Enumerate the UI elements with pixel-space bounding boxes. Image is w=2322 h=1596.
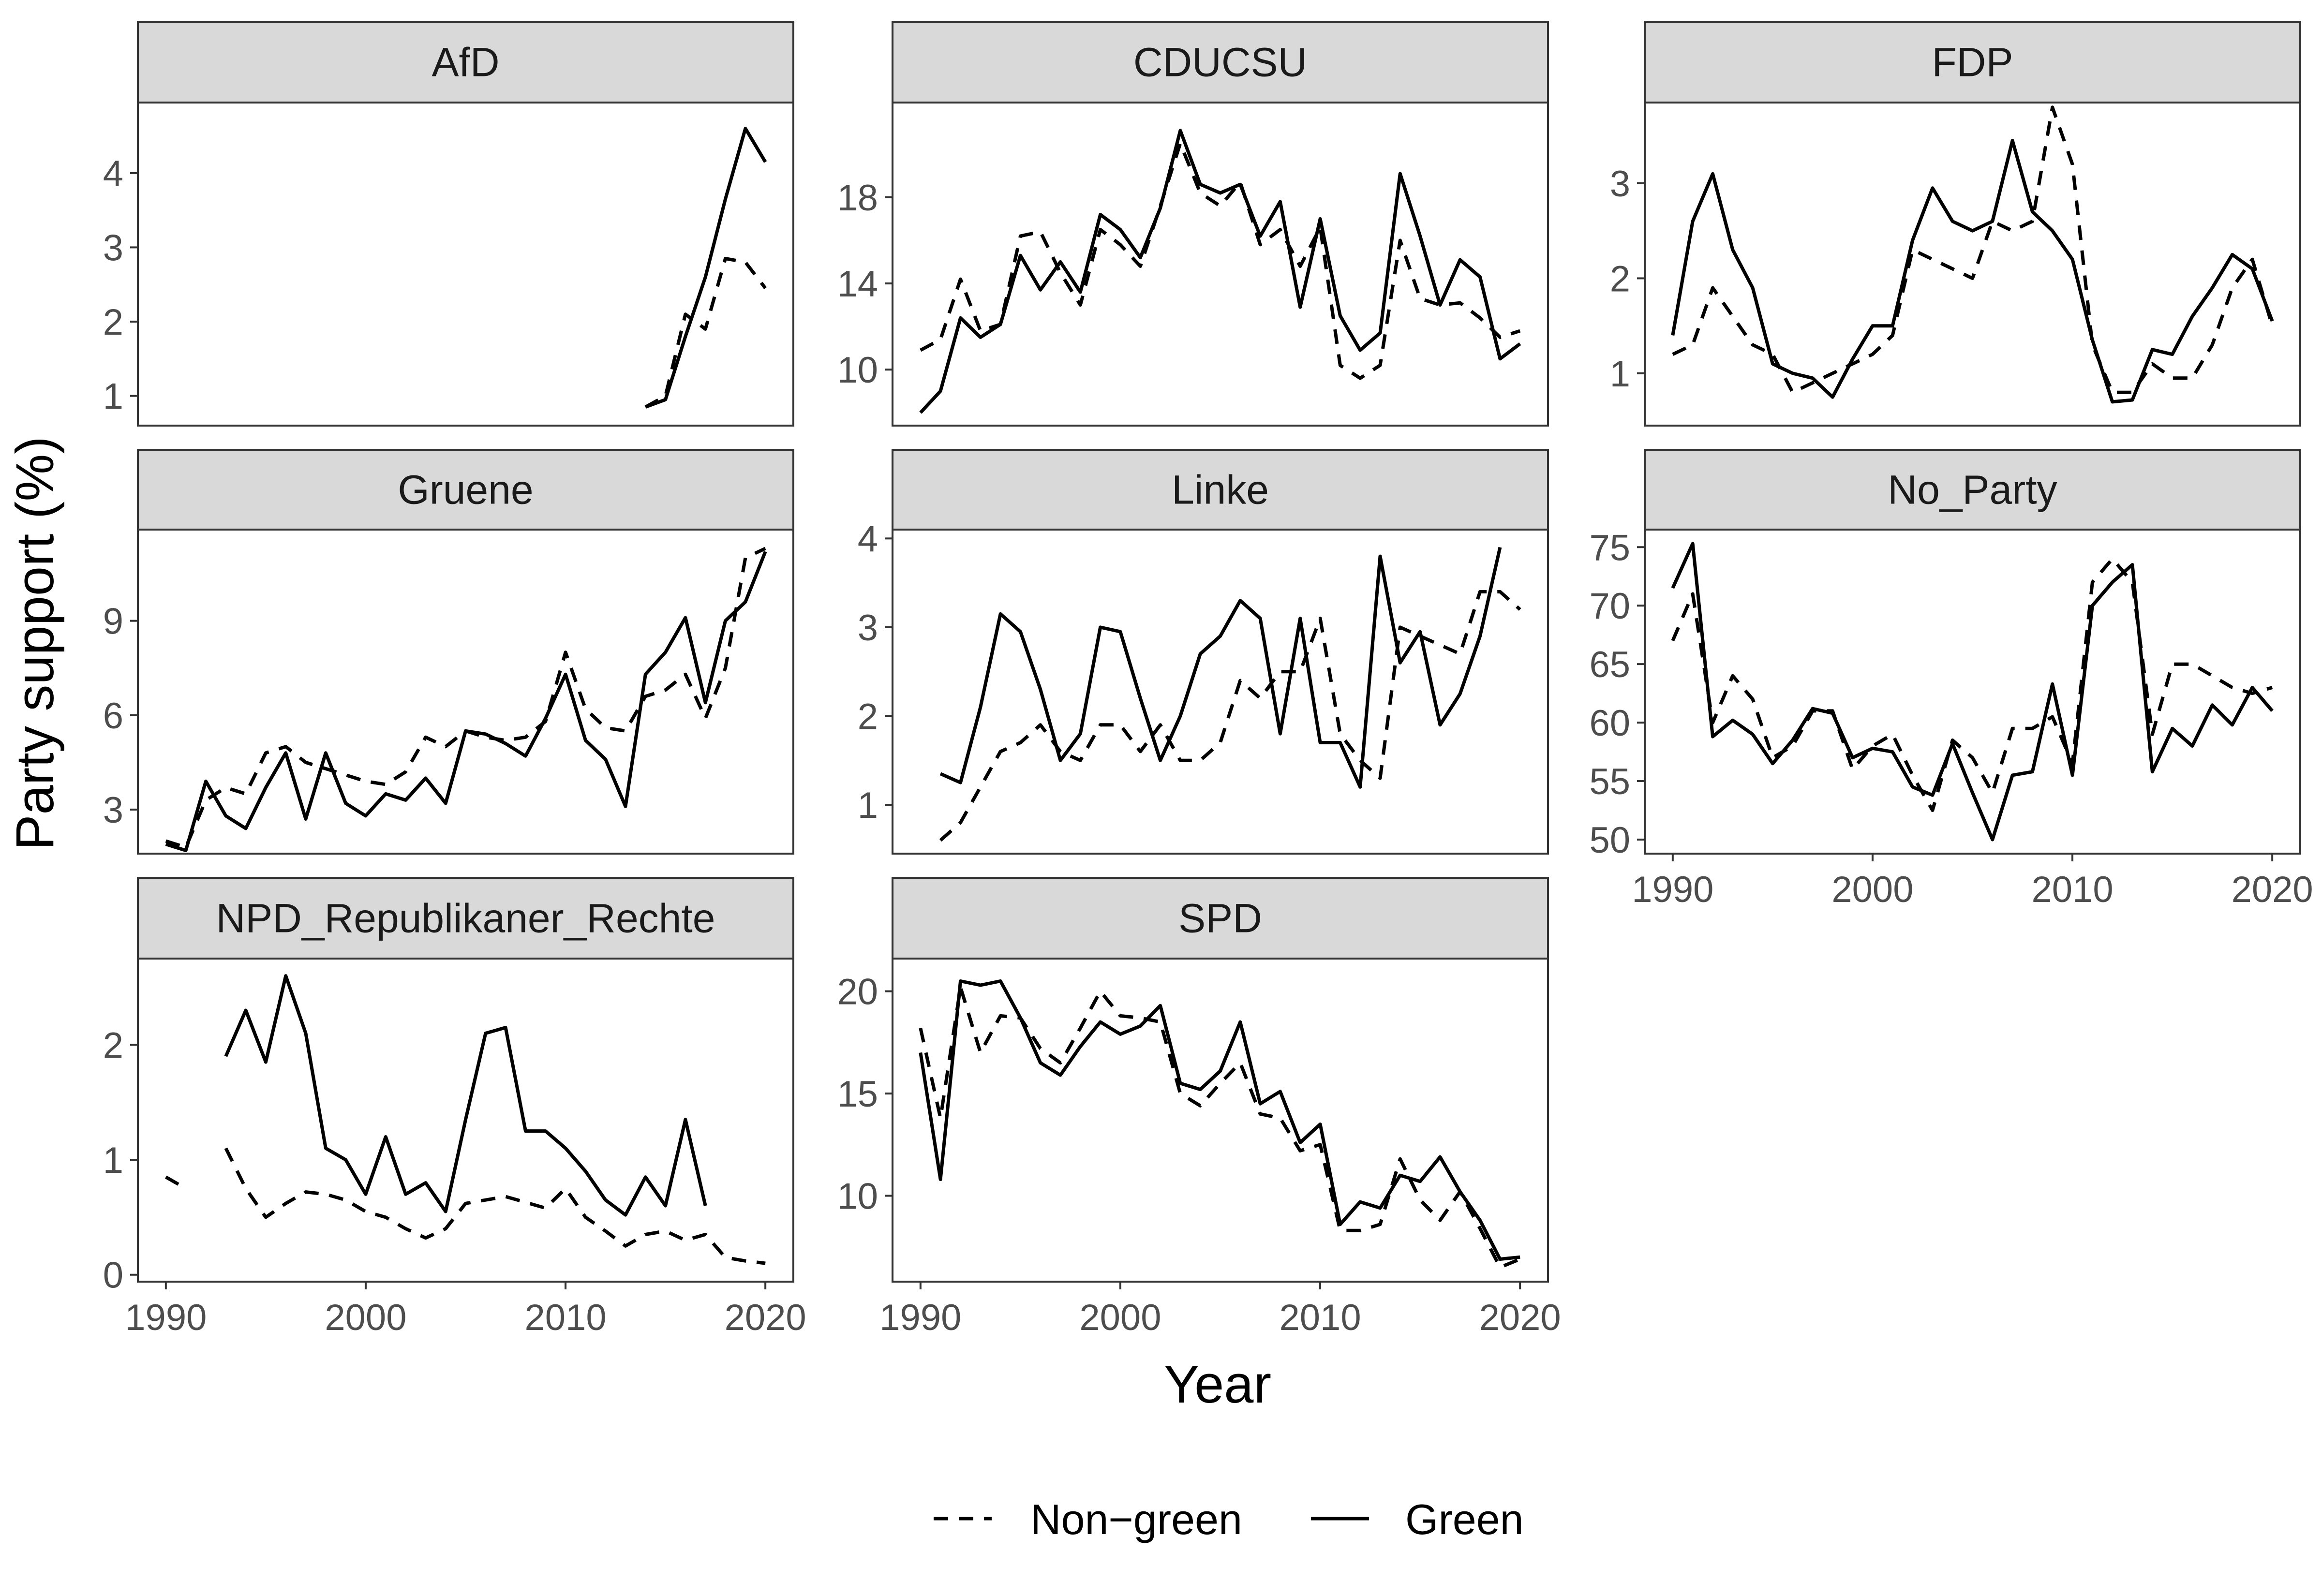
y-tick-label: 3: [858, 607, 878, 649]
panel-npd-republikaner-rechte: NPD_Republikaner_Rechte 0 1 2 1990 2000 2010 20…: [103, 877, 806, 1338]
legend-label-green: Green: [1405, 1495, 1524, 1543]
x-tick-label: 2010: [2032, 869, 2114, 910]
series-line-green: [224, 974, 707, 1217]
series-line-green: [939, 547, 1502, 789]
x-axis-title: Year: [1164, 1355, 1271, 1414]
y-tick-label: 14: [837, 264, 878, 305]
series-line-non-green: [939, 590, 1521, 842]
panel-frame: [1644, 102, 2301, 427]
y-tick-label: 0: [103, 1255, 123, 1296]
x-tick-label: 2000: [1079, 1297, 1161, 1338]
series-line-non-green: [1672, 105, 2274, 394]
panel-fdp: FDP 1 2 3: [1610, 21, 2301, 427]
x-tick-label: 2000: [1831, 869, 1913, 910]
y-tick-label: 6: [103, 695, 123, 737]
x-tick-label: 2000: [325, 1297, 406, 1338]
y-tick-label: 10: [837, 350, 878, 391]
series-line-non-green: [165, 1147, 766, 1265]
panel-strip: [137, 877, 794, 960]
panel-title: NPD_Republikaner_Rechte: [216, 896, 715, 941]
panel-strip: [137, 449, 794, 531]
series-line-green: [919, 979, 1520, 1261]
panel-gruene: Gruene 3 6 9: [103, 449, 794, 855]
panel-spd: SPD 10 15 20 1990 2000 2010 2020: [837, 877, 1561, 1338]
panel-title: Gruene: [398, 467, 533, 513]
x-tick-label: 1990: [879, 1297, 961, 1338]
x-tick-label: 1990: [125, 1297, 207, 1338]
y-tick-label: 2: [858, 696, 878, 737]
y-tick-label: 9: [103, 601, 123, 642]
x-tick-label: 2010: [525, 1297, 607, 1338]
x-tick-label: 2020: [1479, 1297, 1561, 1338]
series-line-green: [1671, 542, 2274, 842]
panel-frame: [137, 529, 794, 855]
y-tick-label: 3: [103, 227, 123, 268]
panel-frame: [892, 958, 1549, 1283]
series-line-non-green: [1671, 557, 2273, 812]
y-tick-label: 55: [1589, 761, 1630, 802]
panel-strip: [892, 449, 1549, 531]
series-line-non-green: [920, 142, 1521, 380]
y-tick-label: 10: [837, 1176, 878, 1217]
x-tick-label: 2010: [1280, 1297, 1361, 1338]
panel-frame: [892, 102, 1549, 427]
series-line-non-green: [644, 257, 767, 409]
y-tick-label: 20: [837, 972, 878, 1013]
panel-strip: [1644, 449, 2301, 531]
panel-no-party: No_Party 50 55 60 65 70 75 1990 2000 2010 2020: [1589, 449, 2313, 910]
panel-cducsu: CDUCSU 10 14 18: [837, 21, 1549, 427]
panel-frame: [892, 529, 1549, 855]
y-tick-label: 50: [1589, 820, 1630, 861]
panel-strip: [137, 21, 794, 103]
x-tick-label: 2020: [2232, 869, 2313, 910]
panel-frame: [137, 102, 794, 427]
x-tick-label: 2020: [725, 1297, 806, 1338]
y-tick-label: 1: [858, 785, 878, 826]
y-tick-label: 75: [1589, 527, 1630, 568]
series-line-green: [645, 127, 767, 409]
x-tick-label: 1990: [1632, 869, 1713, 910]
y-tick-label: 15: [837, 1074, 878, 1115]
y-tick-label: 2: [103, 1025, 123, 1066]
panel-title: No_Party: [1888, 467, 2057, 513]
y-axis-title: Party support (%): [5, 436, 65, 850]
y-tick-label: 3: [1610, 163, 1630, 205]
panel-strip: [892, 877, 1549, 960]
y-tick-label: 18: [837, 177, 878, 219]
y-tick-label: 60: [1589, 703, 1630, 744]
panel-title: Linke: [1172, 467, 1269, 513]
y-tick-label: 2: [1610, 258, 1630, 299]
panel-title: AfD: [432, 40, 499, 85]
series-line-green: [919, 129, 1521, 414]
panel-title: SPD: [1178, 896, 1262, 941]
y-tick-label: 1: [103, 1140, 123, 1181]
series-line-green: [165, 551, 767, 852]
y-tick-label: 4: [858, 518, 878, 560]
y-tick-label: 2: [103, 302, 123, 343]
panel-linke: Linke 1 2 3 4: [858, 449, 1549, 855]
y-tick-label: 1: [1610, 354, 1630, 395]
y-tick-label: 1: [103, 376, 123, 417]
y-tick-label: 70: [1589, 586, 1630, 627]
legend-label-non-green: Non−green: [1030, 1495, 1242, 1543]
panel-title: FDP: [1932, 40, 2013, 85]
y-tick-label: 65: [1589, 644, 1630, 685]
panel-title: CDUCSU: [1133, 40, 1307, 85]
series-line-green: [1671, 139, 2274, 404]
panel-strip: [1644, 21, 2301, 103]
panel-afd: AfD 1 2 3 4: [103, 21, 794, 427]
y-tick-label: 3: [103, 790, 123, 831]
chart-panels: AfD1234CDUCSU101418FDP123Gruene369Linke1…: [103, 21, 2313, 1338]
legend: Non−green Green: [934, 1495, 1524, 1543]
panel-frame: [1644, 529, 2301, 855]
y-tick-label: 4: [103, 153, 123, 194]
